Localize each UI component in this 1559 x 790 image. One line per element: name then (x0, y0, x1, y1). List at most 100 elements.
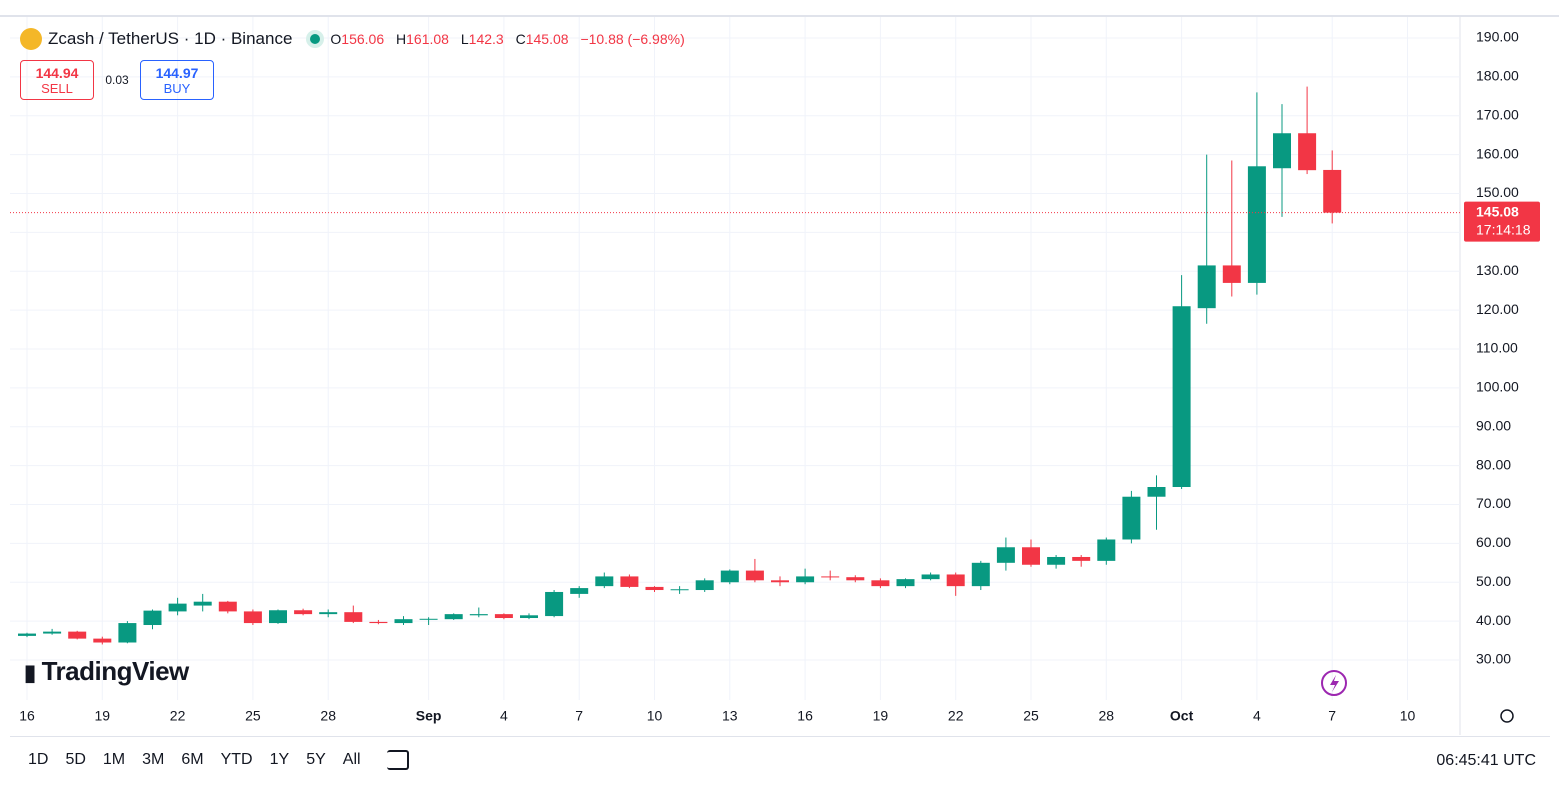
last-price-label: 145.08 (1476, 203, 1519, 219)
y-tick-label: 170.00 (1476, 106, 1519, 122)
candle-body (294, 610, 313, 615)
range-button[interactable]: 5Y (306, 751, 326, 768)
buy-label: BUY (163, 80, 191, 96)
y-tick-label: 160.00 (1476, 145, 1519, 161)
alert-icon[interactable] (1321, 670, 1347, 696)
open-value: 156.06 (341, 31, 385, 47)
y-tick-label: 120.00 (1476, 301, 1519, 317)
sell-price: 144.94 (35, 64, 79, 81)
candle-body (1047, 556, 1066, 565)
clock: 06:45:41 UTC (1436, 752, 1536, 769)
candle-body (168, 603, 187, 612)
y-tick-label: 190.00 (1476, 29, 1519, 45)
spread: 0.03 (105, 73, 129, 87)
high-value: 161.08 (406, 31, 449, 47)
coin-icon (20, 28, 42, 50)
candle-body (720, 570, 739, 583)
y-tick-label: 110.00 (1476, 340, 1518, 356)
trade-panel: 144.94 SELL 0.03 144.97 BUY (20, 60, 214, 100)
candle-body (43, 631, 62, 634)
candle-body (494, 614, 513, 619)
sell-button[interactable]: 144.94 SELL (20, 60, 94, 100)
candle-body (921, 574, 940, 580)
x-tick-label: 28 (1099, 708, 1115, 724)
candle-body (645, 586, 664, 591)
candle-body (319, 612, 338, 615)
range-button[interactable]: 1Y (269, 751, 290, 768)
candle-body (218, 601, 237, 612)
y-tick-label: 180.00 (1476, 68, 1519, 84)
candle-body (821, 576, 840, 578)
candle-body (118, 623, 137, 643)
x-tick-label: 7 (1328, 708, 1336, 724)
candle-body (344, 612, 363, 622)
candle-body (1147, 487, 1166, 497)
candle-body (444, 614, 463, 620)
y-tick-label: 40.00 (1476, 612, 1511, 628)
candle-body (695, 580, 714, 591)
range-button[interactable]: YTD (220, 751, 253, 768)
x-tick-label: 4 (500, 708, 508, 724)
candle-body (771, 580, 789, 583)
last-price-box (1464, 201, 1540, 242)
range-button[interactable]: 1M (102, 751, 126, 768)
candle-body (469, 614, 488, 616)
candle-body (871, 580, 890, 587)
candle-body (1072, 556, 1091, 561)
settings-icon[interactable] (1500, 709, 1514, 723)
candle-body (1222, 265, 1241, 283)
range-button[interactable]: All (342, 751, 361, 768)
x-tick-label: 19 (95, 708, 111, 724)
candle-body (18, 633, 36, 636)
bottom-toolbar: 1D 5D 1M 3M 6M YTD 1Y 5Y All 06:45:41 UTC (10, 736, 1550, 783)
x-tick-label: 10 (647, 708, 663, 724)
x-tick-label: Sep (416, 708, 442, 724)
candle-body (545, 591, 564, 617)
candle-body (1323, 169, 1342, 213)
symbol-title[interactable]: Zcash / TetherUS · 1D · Binance (48, 29, 293, 48)
x-tick-label: Oct (1170, 708, 1194, 724)
x-tick-label: 7 (575, 708, 583, 724)
candle-body (1172, 306, 1191, 488)
change: −10.88 (−6.98%) (580, 31, 685, 47)
y-tick-label: 130.00 (1476, 262, 1519, 278)
header: Zcash / TetherUS · 1D · Binance O156.06 … (20, 28, 685, 50)
candle-body (520, 615, 538, 619)
brand-logo[interactable]: ▮ TradingView (24, 656, 189, 687)
range-button[interactable]: 1D (28, 751, 49, 768)
x-tick-label: 4 (1253, 708, 1261, 724)
candle-body (670, 589, 689, 591)
range-button[interactable]: 6M (181, 751, 204, 768)
candle-body (1197, 265, 1216, 309)
brand-name: TradingView (41, 656, 190, 686)
buy-button[interactable]: 144.97 BUY (140, 60, 214, 100)
candle-body (946, 574, 965, 587)
range-button[interactable]: 5D (65, 751, 86, 768)
candle-body (620, 576, 639, 587)
candle-body (243, 611, 262, 624)
candle-body (394, 619, 413, 624)
range-button[interactable]: 3M (142, 751, 165, 768)
candle-body (269, 610, 287, 624)
candle-body (996, 547, 1015, 563)
candle-body (1247, 166, 1266, 283)
x-tick-label: 19 (873, 708, 889, 724)
candle-body (595, 576, 614, 587)
close-value: 145.08 (525, 31, 569, 47)
ohlc-label: L (460, 31, 469, 47)
ohlc-label: C (515, 31, 526, 47)
y-tick-label: 80.00 (1476, 456, 1511, 472)
y-tick-label: 60.00 (1476, 534, 1511, 550)
top-border (0, 15, 1559, 17)
x-tick-label: 10 (1400, 708, 1416, 724)
logo-mark: ▮ (24, 660, 36, 685)
y-tick-label: 70.00 (1476, 495, 1511, 511)
x-tick-label: 16 (19, 708, 35, 724)
alert-bolt (1330, 675, 1339, 692)
candle-body (419, 618, 438, 620)
date-range-icon[interactable] (386, 750, 409, 770)
candle-body (1097, 539, 1116, 561)
ohlc-label: O (330, 31, 342, 47)
